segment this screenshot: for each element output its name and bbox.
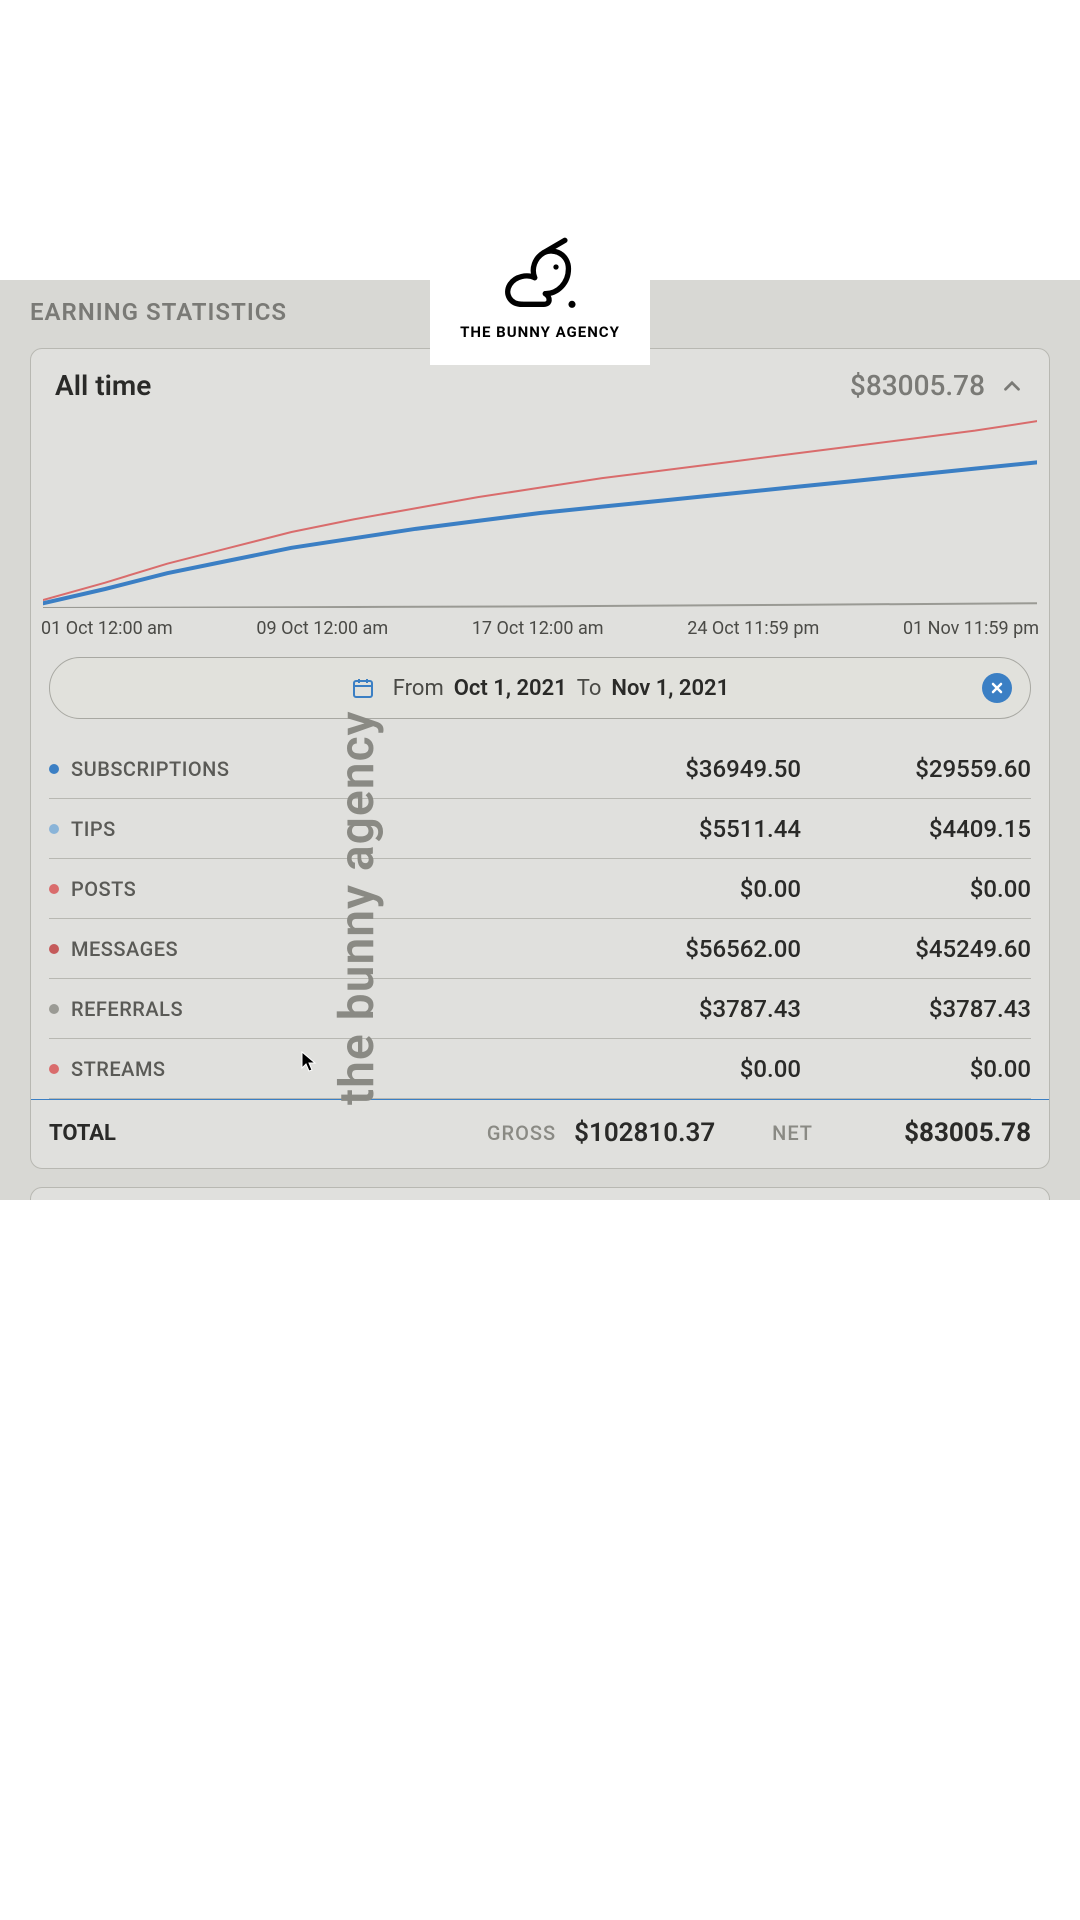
gross-value: $102810.37 xyxy=(574,1118,754,1148)
row-label: REFERRALS xyxy=(71,997,183,1021)
chart-series-baseline xyxy=(43,603,1037,608)
from-date: Oct 1, 2021 xyxy=(454,676,567,701)
chevron-up-icon xyxy=(999,373,1025,399)
breakdown-row: SUBSCRIPTIONS $36949.50$29559.60 xyxy=(49,739,1031,799)
x-tick: 24 Oct 11:59 pm xyxy=(687,618,819,639)
earnings-breakdown-rows: SUBSCRIPTIONS $36949.50$29559.60 TIPS $5511… xyxy=(31,739,1049,1099)
series-dot xyxy=(49,1064,59,1074)
x-tick: 17 Oct 12:00 am xyxy=(472,618,604,639)
logo-overlay: THE BUNNY AGENCY xyxy=(430,210,650,365)
breakdown-row: POSTS $0.00$0.00 xyxy=(49,859,1031,919)
logo-text: THE BUNNY AGENCY xyxy=(460,323,620,341)
net-label: NET xyxy=(772,1121,813,1145)
calendar-icon xyxy=(351,676,375,700)
from-label: From xyxy=(393,676,444,701)
all-time-amount: $83005.78 xyxy=(850,369,985,402)
row-gross: $0.00 xyxy=(601,1055,801,1083)
breakdown-row: REFERRALS $3787.43$3787.43 xyxy=(49,979,1031,1039)
row-gross: $0.00 xyxy=(601,875,801,903)
row-net: $4409.15 xyxy=(801,815,1031,843)
net-value: $83005.78 xyxy=(831,1118,1031,1148)
dashboard-panel: EARNING STATISTICS All time $83005.78 01… xyxy=(0,280,1080,1200)
series-dot xyxy=(49,824,59,834)
series-dot xyxy=(49,884,59,894)
breakdown-row: TIPS $5511.44$4409.15 xyxy=(49,799,1031,859)
series-dot xyxy=(49,764,59,774)
bottom-whitespace xyxy=(0,1200,1080,1920)
row-net: $45249.60 xyxy=(801,935,1031,963)
to-label: To xyxy=(577,676,602,701)
to-date: Nov 1, 2021 xyxy=(611,676,729,701)
date-range-picker[interactable]: From Oct 1, 2021 To Nov 1, 2021 xyxy=(49,657,1031,719)
row-label: TIPS xyxy=(71,817,116,841)
total-label: TOTAL xyxy=(49,1121,469,1146)
row-net: $0.00 xyxy=(801,1055,1031,1083)
breakdown-row: MESSAGES $56562.00$45249.60 xyxy=(49,919,1031,979)
breakdown-row: STREAMS $0.00$0.00 xyxy=(49,1039,1031,1099)
row-gross: $56562.00 xyxy=(601,935,801,963)
x-tick: 01 Nov 11:59 pm xyxy=(903,618,1039,639)
row-net: $3787.43 xyxy=(801,995,1031,1023)
chart-series-net xyxy=(43,462,1037,603)
row-label: POSTS xyxy=(71,877,136,901)
row-gross: $3787.43 xyxy=(601,995,801,1023)
bunny-logo-icon xyxy=(495,235,585,315)
series-dot xyxy=(49,1004,59,1014)
earnings-chart xyxy=(43,418,1037,608)
chart-x-axis: 01 Oct 12:00 am 09 Oct 12:00 am 17 Oct 12:… xyxy=(31,608,1049,657)
row-label: STREAMS xyxy=(71,1057,166,1081)
row-net: $0.00 xyxy=(801,875,1031,903)
x-tick: 09 Oct 12:00 am xyxy=(256,618,388,639)
gross-label: GROSS xyxy=(487,1121,556,1145)
chart-series-gross xyxy=(43,421,1037,600)
row-label: SUBSCRIPTIONS xyxy=(71,757,229,781)
all-time-title: All time xyxy=(55,369,151,402)
series-dot xyxy=(49,944,59,954)
x-tick: 01 Oct 12:00 am xyxy=(41,618,173,639)
row-label: MESSAGES xyxy=(71,937,178,961)
row-net: $29559.60 xyxy=(801,755,1031,783)
close-icon xyxy=(989,680,1005,696)
row-gross: $5511.44 xyxy=(601,815,801,843)
totals-row: TOTAL GROSS $102810.37 NET $83005.78 xyxy=(31,1099,1049,1168)
row-gross: $36949.50 xyxy=(601,755,801,783)
all-time-card: All time $83005.78 01 Oct 12:00 am 09 Oct… xyxy=(30,348,1050,1169)
clear-date-button[interactable] xyxy=(982,673,1012,703)
